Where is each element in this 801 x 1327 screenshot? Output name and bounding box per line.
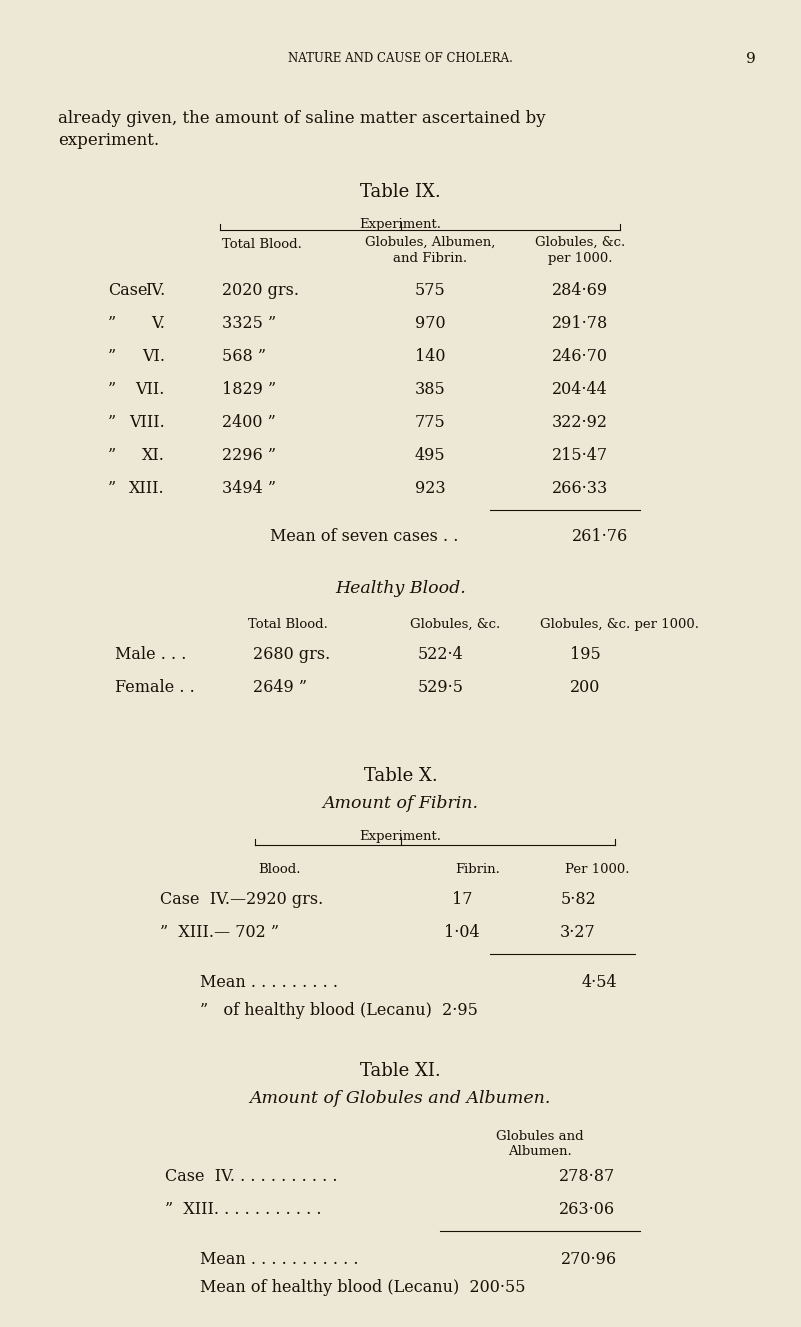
Text: 385: 385 [415, 381, 445, 398]
Text: ”  XIII. . . . . . . . . . .: ” XIII. . . . . . . . . . . [165, 1201, 321, 1218]
Text: 522·4: 522·4 [418, 646, 464, 664]
Text: 3·27: 3·27 [560, 924, 596, 941]
Text: 1829 ”: 1829 ” [222, 381, 276, 398]
Text: 195: 195 [570, 646, 601, 664]
Text: 923: 923 [415, 480, 445, 498]
Text: VII.: VII. [135, 381, 165, 398]
Text: 2680 grs.: 2680 grs. [253, 646, 330, 664]
Text: Total Blood.: Total Blood. [248, 618, 328, 632]
Text: Globules, &c.: Globules, &c. [410, 618, 501, 632]
Text: 775: 775 [415, 414, 445, 431]
Text: Amount of Fibrin.: Amount of Fibrin. [323, 795, 478, 812]
Text: Globules, &c. per 1000.: Globules, &c. per 1000. [540, 618, 699, 632]
Text: 322·92: 322·92 [552, 414, 608, 431]
Text: VI.: VI. [142, 348, 165, 365]
Text: 2296 ”: 2296 ” [222, 447, 276, 464]
Text: Total Blood.: Total Blood. [222, 238, 302, 251]
Text: Healthy Blood.: Healthy Blood. [335, 580, 466, 597]
Text: Globules and: Globules and [496, 1131, 584, 1143]
Text: 215·47: 215·47 [552, 447, 608, 464]
Text: Per 1000.: Per 1000. [565, 863, 630, 876]
Text: Blood.: Blood. [258, 863, 300, 876]
Text: ”: ” [108, 414, 116, 431]
Text: Mean . . . . . . . . . . .: Mean . . . . . . . . . . . [200, 1251, 359, 1269]
Text: 246·70: 246·70 [552, 348, 608, 365]
Text: Case: Case [108, 283, 147, 299]
Text: IV.: IV. [145, 283, 165, 299]
Text: XIII.: XIII. [130, 480, 165, 498]
Text: ”: ” [108, 480, 116, 498]
Text: 270·96: 270·96 [561, 1251, 617, 1269]
Text: Table XI.: Table XI. [360, 1062, 441, 1080]
Text: Albumen.: Albumen. [508, 1145, 572, 1158]
Text: Mean of healthy blood (Lecanu)  200·55: Mean of healthy blood (Lecanu) 200·55 [200, 1279, 525, 1296]
Text: XI.: XI. [142, 447, 165, 464]
Text: 2649 ”: 2649 ” [253, 679, 307, 695]
Text: 284·69: 284·69 [552, 283, 608, 299]
Text: 261·76: 261·76 [572, 528, 628, 545]
Text: ”  XIII.— 702 ”: ” XIII.— 702 ” [160, 924, 279, 941]
Text: 970: 970 [415, 314, 445, 332]
Text: ”: ” [108, 381, 116, 398]
Text: 266·33: 266·33 [552, 480, 608, 498]
Text: NATURE AND CAUSE OF CHOLERA.: NATURE AND CAUSE OF CHOLERA. [288, 52, 513, 65]
Text: Female . .: Female . . [115, 679, 195, 695]
Text: V.: V. [151, 314, 165, 332]
Text: per 1000.: per 1000. [548, 252, 612, 265]
Text: experiment.: experiment. [58, 131, 159, 149]
Text: Fibrin.: Fibrin. [455, 863, 500, 876]
Text: 204·44: 204·44 [552, 381, 608, 398]
Text: VIII.: VIII. [129, 414, 165, 431]
Text: Globules, &c.: Globules, &c. [535, 236, 625, 249]
Text: 2400 ”: 2400 ” [222, 414, 276, 431]
Text: 263·06: 263·06 [559, 1201, 615, 1218]
Text: 278·87: 278·87 [559, 1168, 615, 1185]
Text: 1·04: 1·04 [445, 924, 480, 941]
Text: 9: 9 [746, 52, 756, 66]
Text: ”: ” [108, 348, 116, 365]
Text: 575: 575 [415, 283, 445, 299]
Text: 4·54: 4·54 [582, 974, 617, 991]
Text: Table X.: Table X. [364, 767, 437, 786]
Text: Case  IV. . . . . . . . . . .: Case IV. . . . . . . . . . . [165, 1168, 337, 1185]
Text: ”: ” [108, 447, 116, 464]
Text: 529·5: 529·5 [418, 679, 464, 695]
Text: and Fibrin.: and Fibrin. [393, 252, 467, 265]
Text: 140: 140 [415, 348, 445, 365]
Text: 291·78: 291·78 [552, 314, 608, 332]
Text: 495: 495 [415, 447, 445, 464]
Text: already given, the amount of saline matter ascertained by: already given, the amount of saline matt… [58, 110, 545, 127]
Text: ”: ” [108, 314, 116, 332]
Text: Mean . . . . . . . . .: Mean . . . . . . . . . [200, 974, 338, 991]
Text: Male . . .: Male . . . [115, 646, 187, 664]
Text: 2020 grs.: 2020 grs. [222, 283, 299, 299]
Text: Amount of Globules and Albumen.: Amount of Globules and Albumen. [250, 1089, 551, 1107]
Text: 5·82: 5·82 [560, 890, 596, 908]
Text: 568 ”: 568 ” [222, 348, 266, 365]
Text: Experiment.: Experiment. [360, 829, 441, 843]
Text: Globules, Albumen,: Globules, Albumen, [364, 236, 495, 249]
Text: Table IX.: Table IX. [360, 183, 441, 200]
Text: 3494 ”: 3494 ” [222, 480, 276, 498]
Text: ”   of healthy blood (Lecanu)  2·95: ” of healthy blood (Lecanu) 2·95 [200, 1002, 478, 1019]
Text: Experiment.: Experiment. [360, 218, 441, 231]
Text: Case  IV.—2920 grs.: Case IV.—2920 grs. [160, 890, 324, 908]
Text: Mean of seven cases . .: Mean of seven cases . . [270, 528, 458, 545]
Text: 17: 17 [452, 890, 473, 908]
Text: 200: 200 [570, 679, 601, 695]
Text: 3325 ”: 3325 ” [222, 314, 276, 332]
